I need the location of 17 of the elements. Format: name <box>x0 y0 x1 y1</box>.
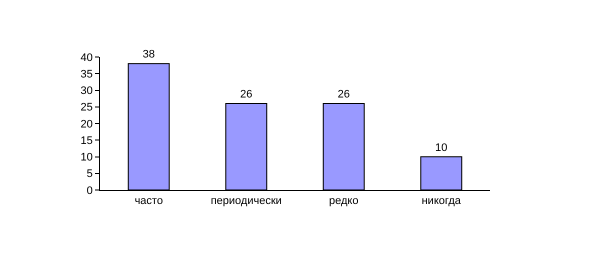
y-tick-label: 15 <box>80 134 93 147</box>
y-tick-label: 0 <box>86 184 93 197</box>
x-tick-label: часто <box>134 195 163 208</box>
x-tick-label: периодически <box>210 195 282 208</box>
data-label: 38 <box>142 48 155 61</box>
y-tick-label: 35 <box>80 68 93 80</box>
data-label: 26 <box>338 88 350 101</box>
y-tick-label: 5 <box>86 168 93 180</box>
y-tick-label: 10 <box>80 152 93 164</box>
y-tick-label: 20 <box>80 118 93 130</box>
y-tick-label: 30 <box>80 85 93 98</box>
data-label: 26 <box>240 88 252 101</box>
y-tick-label: 40 <box>80 52 93 64</box>
x-tick-label: редко <box>329 195 358 208</box>
y-tick-label: 25 <box>80 102 93 114</box>
x-tick-label: никогда <box>422 195 462 208</box>
data-label: 10 <box>435 142 448 154</box>
